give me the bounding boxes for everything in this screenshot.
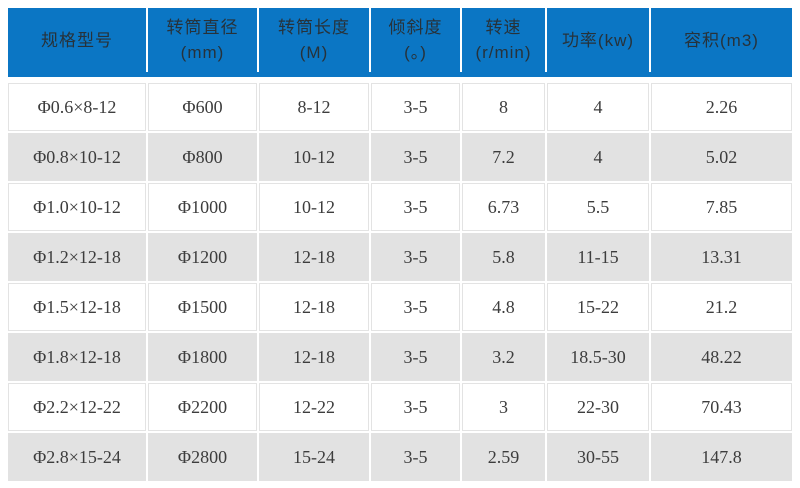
header-underline-bar bbox=[8, 72, 792, 77]
cell-rotation-speed: 8 bbox=[462, 83, 545, 131]
header-label: 容积(m3) bbox=[684, 30, 759, 50]
cell-rotation-speed: 2.59 bbox=[462, 433, 545, 481]
cell-inclination: 3-5 bbox=[371, 233, 460, 281]
header-label: 转筒直径 bbox=[166, 18, 239, 37]
cell-inclination: 3-5 bbox=[371, 383, 460, 431]
table-row: Φ1.5×12-18 Φ1500 12-18 3-5 4.8 15-22 21.… bbox=[8, 283, 792, 331]
cell-model: Φ0.8×10-12 bbox=[8, 133, 146, 181]
cell-volume: 70.43 bbox=[651, 383, 792, 431]
cell-drum-diameter: Φ1500 bbox=[148, 283, 257, 331]
header-unit: (M) bbox=[299, 43, 329, 62]
table-row: Φ1.0×10-12 Φ1000 10-12 3-5 6.73 5.5 7.85 bbox=[8, 183, 792, 231]
cell-model: Φ2.8×15-24 bbox=[8, 433, 146, 481]
cell-volume: 147.8 bbox=[651, 433, 792, 481]
cell-power: 30-55 bbox=[547, 433, 649, 481]
cell-drum-diameter: Φ2800 bbox=[148, 433, 257, 481]
cell-volume: 2.26 bbox=[651, 83, 792, 131]
cell-drum-length: 15-24 bbox=[259, 433, 369, 481]
header-unit: (r/min) bbox=[475, 43, 532, 62]
cell-volume: 48.22 bbox=[651, 333, 792, 381]
header-cell-inclination: 倾斜度 (。) bbox=[371, 8, 460, 72]
cell-inclination: 3-5 bbox=[371, 283, 460, 331]
cell-inclination: 3-5 bbox=[371, 183, 460, 231]
cell-drum-diameter: Φ800 bbox=[148, 133, 257, 181]
cell-inclination: 3-5 bbox=[371, 133, 460, 181]
cell-power: 15-22 bbox=[547, 283, 649, 331]
cell-model: Φ0.6×8-12 bbox=[8, 83, 146, 131]
cell-model: Φ1.5×12-18 bbox=[8, 283, 146, 331]
header-cell-volume: 容积(m3) bbox=[651, 8, 792, 72]
cell-drum-diameter: Φ2200 bbox=[148, 383, 257, 431]
cell-power: 4 bbox=[547, 133, 649, 181]
cell-inclination: 3-5 bbox=[371, 433, 460, 481]
cell-drum-length: 12-18 bbox=[259, 333, 369, 381]
header-label: 转速 bbox=[485, 18, 522, 37]
cell-rotation-speed: 6.73 bbox=[462, 183, 545, 231]
cell-rotation-speed: 7.2 bbox=[462, 133, 545, 181]
cell-volume: 21.2 bbox=[651, 283, 792, 331]
table-row: Φ2.8×15-24 Φ2800 15-24 3-5 2.59 30-55 14… bbox=[8, 433, 792, 481]
cell-rotation-speed: 3 bbox=[462, 383, 545, 431]
header-cell-drum-length: 转筒长度 (M) bbox=[259, 8, 369, 72]
cell-model: Φ1.2×12-18 bbox=[8, 233, 146, 281]
header-unit: (。) bbox=[404, 43, 427, 62]
cell-volume: 13.31 bbox=[651, 233, 792, 281]
table-header-row: 规格型号 转筒直径 (mm) 转筒长度 (M) 倾斜度 (。) 转速 (r/mi… bbox=[8, 8, 792, 72]
header-cell-rotation-speed: 转速 (r/min) bbox=[462, 8, 545, 72]
cell-rotation-speed: 5.8 bbox=[462, 233, 545, 281]
cell-power: 18.5-30 bbox=[547, 333, 649, 381]
header-cell-power: 功率(kw) bbox=[547, 8, 649, 72]
cell-volume: 7.85 bbox=[651, 183, 792, 231]
table-row: Φ1.2×12-18 Φ1200 12-18 3-5 5.8 11-15 13.… bbox=[8, 233, 792, 281]
cell-drum-length: 12-18 bbox=[259, 233, 369, 281]
cell-drum-length: 12-22 bbox=[259, 383, 369, 431]
cell-power: 4 bbox=[547, 83, 649, 131]
cell-drum-length: 10-12 bbox=[259, 183, 369, 231]
header-cell-model: 规格型号 bbox=[8, 8, 146, 72]
cell-volume: 5.02 bbox=[651, 133, 792, 181]
table-row: Φ2.2×12-22 Φ2200 12-22 3-5 3 22-30 70.43 bbox=[8, 383, 792, 431]
cell-drum-length: 8-12 bbox=[259, 83, 369, 131]
table-row: Φ1.8×12-18 Φ1800 12-18 3-5 3.2 18.5-30 4… bbox=[8, 333, 792, 381]
table-row: Φ0.6×8-12 Φ600 8-12 3-5 8 4 2.26 bbox=[8, 83, 792, 131]
cell-model: Φ2.2×12-22 bbox=[8, 383, 146, 431]
cell-drum-diameter: Φ1200 bbox=[148, 233, 257, 281]
cell-drum-length: 12-18 bbox=[259, 283, 369, 331]
header-unit: (mm) bbox=[180, 43, 225, 62]
cell-model: Φ1.8×12-18 bbox=[8, 333, 146, 381]
cell-rotation-speed: 4.8 bbox=[462, 283, 545, 331]
header-label: 倾斜度 bbox=[388, 18, 443, 37]
cell-inclination: 3-5 bbox=[371, 333, 460, 381]
header-label: 功率(kw) bbox=[561, 30, 635, 50]
cell-drum-length: 10-12 bbox=[259, 133, 369, 181]
cell-drum-diameter: Φ1800 bbox=[148, 333, 257, 381]
header-label: 转筒长度 bbox=[278, 18, 350, 37]
cell-drum-diameter: Φ600 bbox=[148, 83, 257, 131]
header-label: 规格型号 bbox=[41, 30, 113, 50]
cell-power: 5.5 bbox=[547, 183, 649, 231]
cell-power: 22-30 bbox=[547, 383, 649, 431]
cell-rotation-speed: 3.2 bbox=[462, 333, 545, 381]
cell-drum-diameter: Φ1000 bbox=[148, 183, 257, 231]
cell-inclination: 3-5 bbox=[371, 83, 460, 131]
table-row: Φ0.8×10-12 Φ800 10-12 3-5 7.2 4 5.02 bbox=[8, 133, 792, 181]
cell-power: 11-15 bbox=[547, 233, 649, 281]
cell-model: Φ1.0×10-12 bbox=[8, 183, 146, 231]
header-cell-drum-diameter: 转筒直径 (mm) bbox=[148, 8, 257, 72]
